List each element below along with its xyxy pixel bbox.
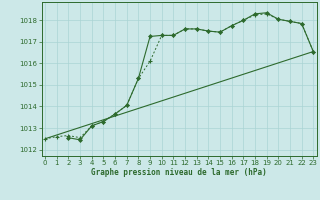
- X-axis label: Graphe pression niveau de la mer (hPa): Graphe pression niveau de la mer (hPa): [91, 168, 267, 177]
